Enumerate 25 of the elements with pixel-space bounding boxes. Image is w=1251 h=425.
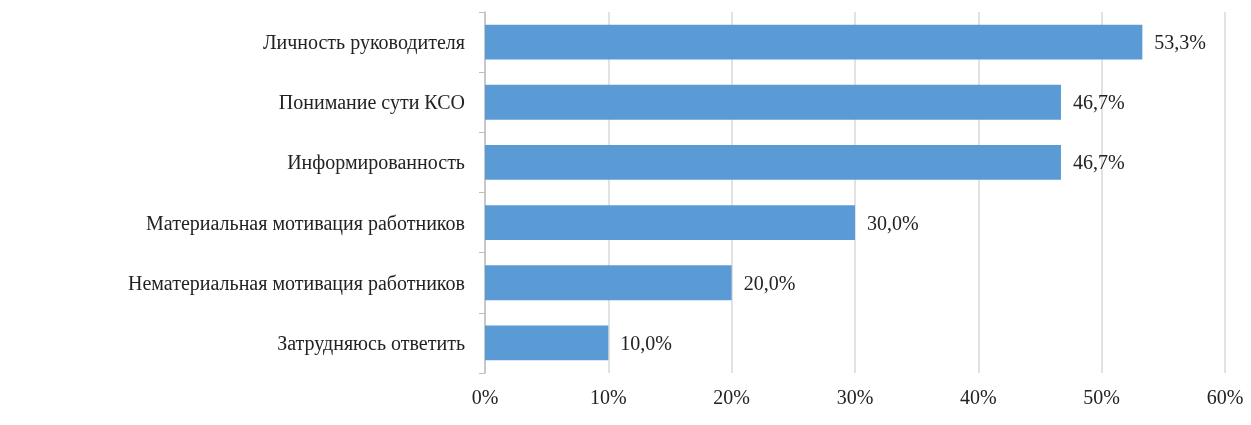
y-tick-label: Материальная мотивация работников bbox=[146, 211, 465, 235]
data-label: 53,3% bbox=[1154, 31, 1207, 54]
y-tick-label: Затрудняюсь ответить bbox=[277, 331, 465, 355]
x-tick-label: 50% bbox=[1083, 386, 1120, 408]
x-tick-label: 10% bbox=[590, 386, 627, 408]
x-tick-label: 0% bbox=[471, 386, 499, 408]
bar bbox=[485, 205, 855, 241]
bar bbox=[485, 84, 1061, 120]
bar bbox=[485, 144, 1061, 180]
data-label: 46,7% bbox=[1072, 91, 1125, 114]
bar bbox=[485, 325, 609, 361]
y-tick-label: Личность руководителя bbox=[262, 31, 465, 55]
bar bbox=[485, 265, 732, 301]
x-tick-label: 20% bbox=[713, 386, 750, 408]
bar bbox=[485, 24, 1143, 60]
y-tick-label: Нематериальная мотивация работников bbox=[127, 271, 465, 295]
x-tick-label: 40% bbox=[960, 386, 997, 408]
x-tick-label: 30% bbox=[836, 386, 874, 408]
y-tick-label: Понимание сути КСО bbox=[278, 91, 465, 115]
data-label: 30,0% bbox=[867, 211, 919, 234]
data-label: 20,0% bbox=[743, 271, 796, 294]
data-label: 10,0% bbox=[620, 331, 673, 354]
y-tick-label: Информированность bbox=[287, 151, 465, 175]
x-tick-label: 60% bbox=[1206, 386, 1244, 408]
data-label: 46,7% bbox=[1072, 151, 1125, 174]
